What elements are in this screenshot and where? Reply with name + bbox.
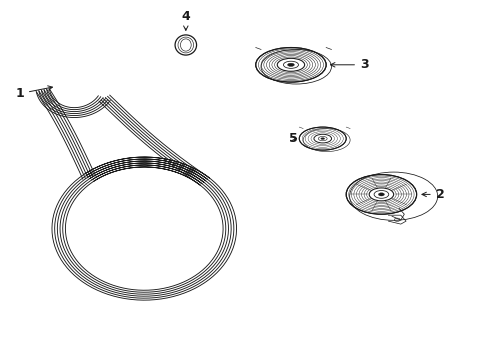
Text: 3: 3 (330, 58, 368, 71)
Text: 5: 5 (288, 132, 297, 145)
Text: 4: 4 (181, 10, 190, 30)
Text: 2: 2 (421, 188, 444, 201)
Text: 1: 1 (15, 86, 52, 100)
Ellipse shape (320, 138, 324, 140)
Ellipse shape (378, 193, 384, 196)
Ellipse shape (287, 63, 294, 66)
